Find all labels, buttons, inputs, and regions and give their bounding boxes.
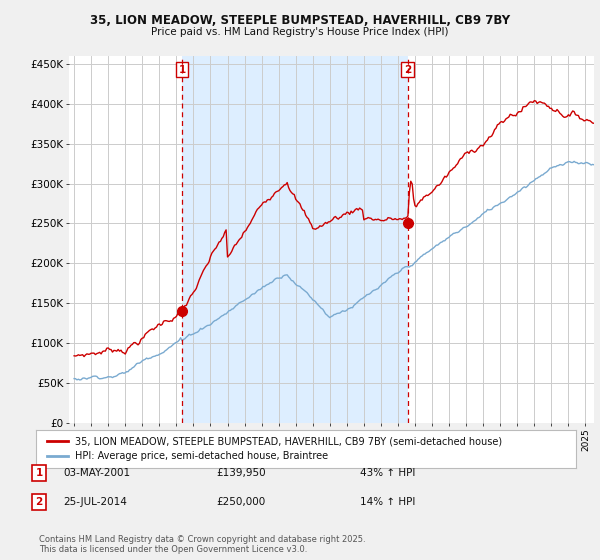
Text: £250,000: £250,000 bbox=[216, 497, 265, 507]
Text: 1: 1 bbox=[179, 64, 186, 74]
Text: 1: 1 bbox=[35, 468, 43, 478]
Text: 2: 2 bbox=[35, 497, 43, 507]
Text: 03-MAY-2001: 03-MAY-2001 bbox=[63, 468, 130, 478]
Text: This data is licensed under the Open Government Licence v3.0.: This data is licensed under the Open Gov… bbox=[39, 545, 307, 554]
Text: 14% ↑ HPI: 14% ↑ HPI bbox=[360, 497, 415, 507]
Bar bbox=[182, 56, 407, 423]
Text: 25-JUL-2014: 25-JUL-2014 bbox=[63, 497, 127, 507]
Text: 35, LION MEADOW, STEEPLE BUMPSTEAD, HAVERHILL, CB9 7BY: 35, LION MEADOW, STEEPLE BUMPSTEAD, HAVE… bbox=[90, 14, 510, 27]
Legend: 35, LION MEADOW, STEEPLE BUMPSTEAD, HAVERHILL, CB9 7BY (semi-detached house), HP: 35, LION MEADOW, STEEPLE BUMPSTEAD, HAVE… bbox=[41, 430, 508, 467]
Text: 43% ↑ HPI: 43% ↑ HPI bbox=[360, 468, 415, 478]
Text: Price paid vs. HM Land Registry's House Price Index (HPI): Price paid vs. HM Land Registry's House … bbox=[151, 27, 449, 37]
Text: £139,950: £139,950 bbox=[216, 468, 266, 478]
Text: Contains HM Land Registry data © Crown copyright and database right 2025.: Contains HM Land Registry data © Crown c… bbox=[39, 535, 365, 544]
Text: 2: 2 bbox=[404, 64, 411, 74]
